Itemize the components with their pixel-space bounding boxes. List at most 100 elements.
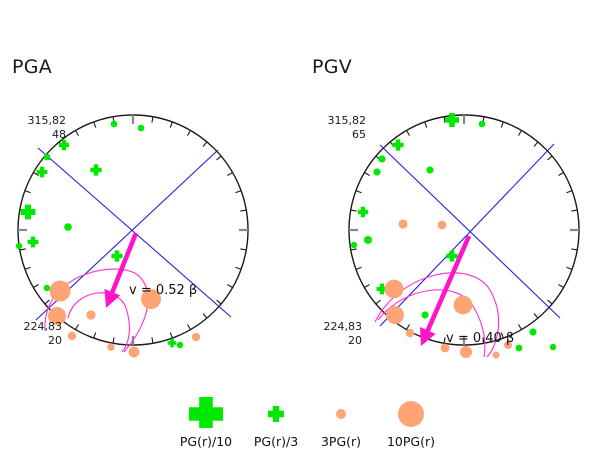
marker-dot-negative	[437, 220, 447, 230]
directivity-loop-2	[67, 292, 130, 353]
legend-label-pg-r-3: PG(r)/3	[253, 434, 299, 449]
tick-minor	[44, 299, 50, 305]
tick-minor	[235, 190, 242, 194]
marker-dot-positive	[110, 120, 118, 128]
marker-plus	[445, 113, 459, 127]
marker-plus	[20, 204, 36, 220]
tick-minor	[93, 121, 97, 128]
tick-minor	[151, 337, 154, 344]
annotation-nu-pgv: v = 0.40 β	[446, 331, 515, 346]
tick-minor	[19, 248, 26, 251]
tick-minor	[227, 284, 233, 288]
marker-dot-negative	[67, 331, 77, 341]
marker-plus	[36, 166, 48, 178]
tick-minor	[202, 313, 208, 319]
tick-minor	[355, 266, 362, 270]
tick-minor	[350, 248, 357, 251]
tick-minor	[500, 121, 504, 128]
stereonet-pga	[15, 114, 249, 358]
marker-plus	[90, 164, 102, 176]
tick-minor	[169, 332, 173, 339]
legend-symbol-circle-large	[398, 401, 424, 427]
tick-minor	[33, 284, 39, 288]
marker-dot-positive	[515, 344, 523, 352]
tick-minor	[75, 130, 79, 136]
tick-minor	[566, 190, 573, 194]
axis-label-bottom-left-line2-pga: 20	[48, 333, 62, 347]
legend-label-pg-r-10: PG(r)/10	[179, 434, 233, 449]
tick-minor	[558, 172, 564, 176]
marker-dot-positive	[529, 328, 537, 336]
axis-label-bottom-left-pga: 224,83 20	[0, 320, 63, 348]
axis-label-top-left-line2-pga: 48	[52, 127, 66, 141]
marker-dot-positive	[43, 153, 51, 161]
tick-minor	[571, 209, 578, 212]
tick-minor	[112, 337, 115, 344]
tick-minor	[558, 284, 564, 288]
tick-minor	[547, 155, 553, 161]
tick-minor	[406, 130, 410, 136]
tick-minor	[33, 172, 39, 176]
marker-dot-negative	[440, 343, 450, 353]
axis-label-top-left-pgv: 315,82 65	[304, 114, 367, 142]
tick-minor	[443, 337, 446, 344]
marker-dot-negative	[191, 332, 201, 342]
legend-symbols	[189, 397, 424, 428]
marker-dot-negative	[398, 219, 408, 229]
marker-plus	[392, 139, 404, 151]
tick-minor	[424, 121, 428, 128]
marker-dot-positive	[478, 120, 486, 128]
tick-minor	[364, 284, 370, 288]
marker-dot-negative	[453, 295, 473, 315]
marker-dot-negative	[384, 279, 404, 299]
marker-dot-negative	[107, 343, 115, 351]
marker-plus	[58, 139, 70, 151]
marker-dot-negative	[504, 341, 512, 349]
marker-dot-positive	[549, 343, 557, 351]
marker-dot-positive	[43, 284, 51, 292]
panel-pga: PGA 315,82 48 224,83 20 v = 0.52 β	[0, 0, 300, 390]
marker-dot-positive	[373, 168, 381, 176]
marker-dot-positive	[378, 155, 386, 163]
marker-dot-negative	[405, 328, 415, 338]
rupture-arrow-head	[420, 327, 436, 346]
tick-minor	[518, 324, 522, 330]
stereonet-pgv	[348, 113, 580, 359]
marker-dot-negative	[48, 307, 66, 325]
tick-minor	[169, 121, 173, 128]
marker-dot-positive	[364, 236, 372, 244]
axis-label-top-left-line1-pgv: 315,82	[327, 114, 367, 127]
marker-plus	[357, 206, 369, 218]
tick-minor	[364, 172, 370, 176]
marker-dot-positive	[426, 166, 434, 174]
tick-minor	[375, 299, 381, 305]
marker-plus	[167, 338, 177, 348]
axis-label-bottom-left-pgv: 224,83 20	[300, 320, 363, 348]
tick-minor	[518, 130, 522, 136]
tick-minor	[533, 313, 539, 319]
tick-minor	[571, 248, 578, 251]
marker-plus	[446, 250, 458, 262]
marker-plus	[111, 250, 123, 262]
legend-symbol-plus-small	[268, 406, 284, 422]
marker-dot-negative	[460, 346, 472, 358]
panel-pgv: PGV 315,82 65 224,83 20 v = 0.40 β	[300, 0, 600, 390]
tick-minor	[93, 332, 97, 339]
tick-minor	[533, 141, 539, 147]
legend-symbol-circle-small	[336, 409, 346, 419]
axis-label-top-left-pga: 315,82 48	[4, 114, 67, 142]
tick-minor	[187, 130, 191, 136]
tick-minor	[500, 332, 504, 339]
legend-label-3pg-r: 3PG(r)	[320, 434, 362, 449]
panel-title-pgv: PGV	[312, 56, 353, 78]
marker-dot-negative	[386, 306, 404, 324]
tick-minor	[482, 337, 485, 344]
tick-minor	[235, 266, 242, 270]
axis-label-bottom-left-line2-pgv: 20	[348, 333, 362, 347]
tick-minor	[24, 266, 31, 270]
marker-dot-positive	[137, 124, 145, 132]
tick-minor	[350, 209, 357, 212]
legend-label-10pg-r: 10PG(r)	[386, 434, 436, 449]
annotation-nu-pga: v = 0.52 β	[129, 283, 198, 298]
